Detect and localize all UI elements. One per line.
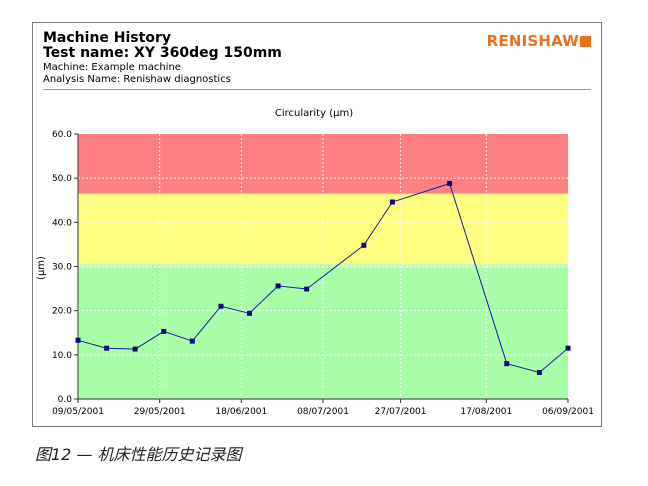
figure-caption: 图12 — 机床性能历史记录图 bbox=[35, 445, 242, 464]
y-tick-label: 40.0 bbox=[52, 218, 72, 228]
y-tick-label: 10.0 bbox=[52, 351, 72, 361]
logo-text: RENISHAW bbox=[486, 32, 579, 50]
data-point bbox=[565, 345, 571, 351]
data-point bbox=[161, 328, 167, 334]
analysis-name: Analysis Name: Renishaw diagnostics bbox=[43, 74, 231, 85]
y-tick-label: 60.0 bbox=[52, 130, 72, 140]
data-point bbox=[536, 370, 542, 375]
y-tick-labels: 0.0 10.0 20.0 30.0 40.0 50.0 60.0 bbox=[52, 130, 78, 405]
data-point bbox=[104, 345, 110, 351]
x-tick-label: 29/05/2001 bbox=[134, 407, 186, 417]
report-title: Machine History bbox=[43, 30, 171, 46]
data-series bbox=[75, 180, 571, 375]
machine-name: Machine: Example machine bbox=[43, 62, 181, 73]
y-tick-label: 30.0 bbox=[52, 263, 72, 273]
data-point bbox=[504, 361, 510, 367]
chart-title: Circularity (µm) bbox=[275, 108, 353, 119]
data-point bbox=[361, 242, 367, 248]
data-point bbox=[132, 346, 138, 352]
y-tick-label: 50.0 bbox=[52, 174, 72, 184]
x-tick-label: 27/07/2001 bbox=[375, 407, 427, 417]
data-point bbox=[75, 337, 81, 343]
header-divider bbox=[43, 89, 591, 90]
data-point bbox=[389, 199, 395, 205]
data-point bbox=[189, 338, 195, 344]
zone-yellow bbox=[78, 193, 568, 265]
x-tick-label: 18/06/2001 bbox=[215, 407, 267, 417]
data-point bbox=[218, 303, 224, 309]
x-tick-label: 17/08/2001 bbox=[460, 407, 512, 417]
renishaw-logo: RENISHAW bbox=[487, 32, 591, 50]
x-tick-label: 09/05/2001 bbox=[52, 407, 104, 417]
data-point bbox=[275, 283, 281, 289]
x-tick-label: 08/07/2001 bbox=[297, 407, 349, 417]
data-point bbox=[304, 286, 310, 292]
grid-lines bbox=[78, 134, 568, 399]
logo-mark-icon bbox=[580, 36, 591, 47]
circularity-chart: Circularity (µm) (µm) 0.0 10.0 20.0 30.0 40.… bbox=[36, 108, 594, 417]
x-tick-labels: 09/05/2001 29/05/2001 18/06/2001 08/07/2001… bbox=[52, 399, 594, 417]
data-point bbox=[447, 180, 453, 186]
x-tick-label: 06/09/2001 bbox=[542, 407, 594, 417]
y-tick-label: 20.0 bbox=[52, 307, 72, 317]
y-tick-label: 0.0 bbox=[58, 395, 73, 405]
test-name: Test name: XY 360deg 150mm bbox=[43, 45, 282, 61]
y-axis-label: (µm) bbox=[36, 256, 47, 280]
data-point bbox=[247, 310, 252, 316]
